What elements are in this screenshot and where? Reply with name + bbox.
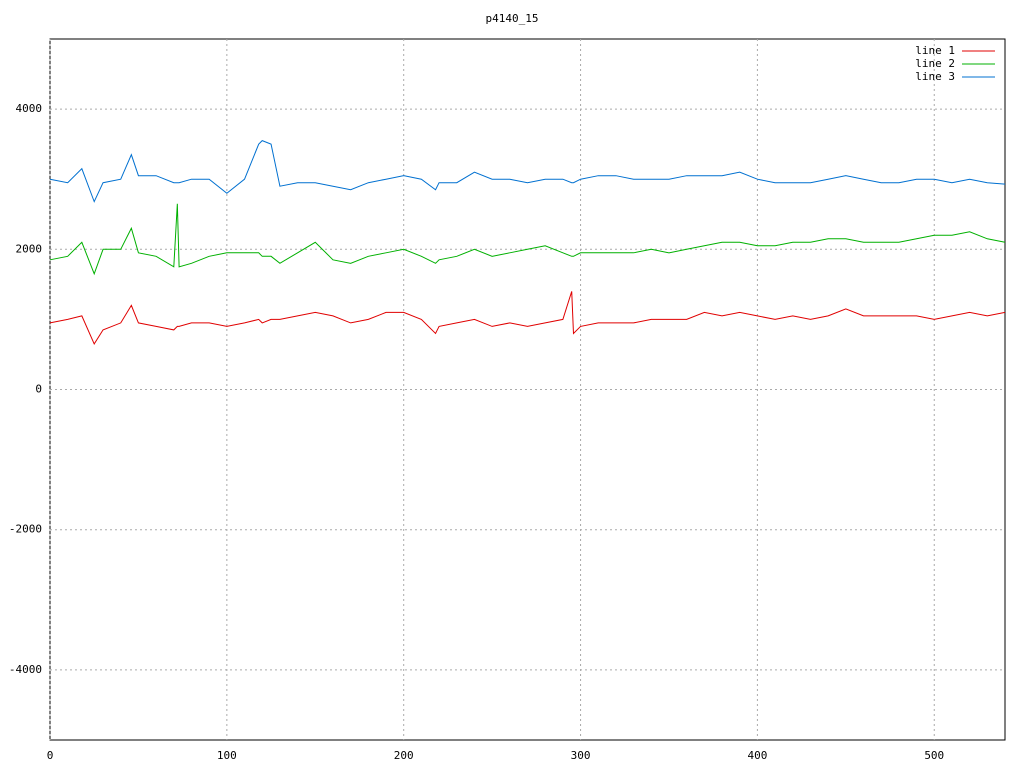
y-tick-label: 2000 — [16, 242, 43, 255]
legend-label: line 1 — [915, 44, 955, 57]
x-tick-label: 200 — [394, 749, 414, 762]
y-tick-label: 0 — [35, 383, 42, 396]
series-line — [49, 203, 1006, 276]
y-tick-label: -2000 — [9, 523, 42, 536]
x-tick-label: 0 — [47, 749, 54, 762]
chart-title: p4140_15 — [486, 12, 539, 25]
x-tick-label: 500 — [924, 749, 944, 762]
y-tick-label: 4000 — [16, 102, 43, 115]
legend-label: line 2 — [915, 57, 955, 70]
x-tick-label: 100 — [217, 749, 237, 762]
x-tick-label: 300 — [571, 749, 591, 762]
series-line — [49, 291, 1006, 345]
x-tick-label: 400 — [747, 749, 767, 762]
y-tick-label: -4000 — [9, 663, 42, 676]
legend-label: line 3 — [915, 70, 955, 83]
series-line — [49, 140, 1006, 203]
